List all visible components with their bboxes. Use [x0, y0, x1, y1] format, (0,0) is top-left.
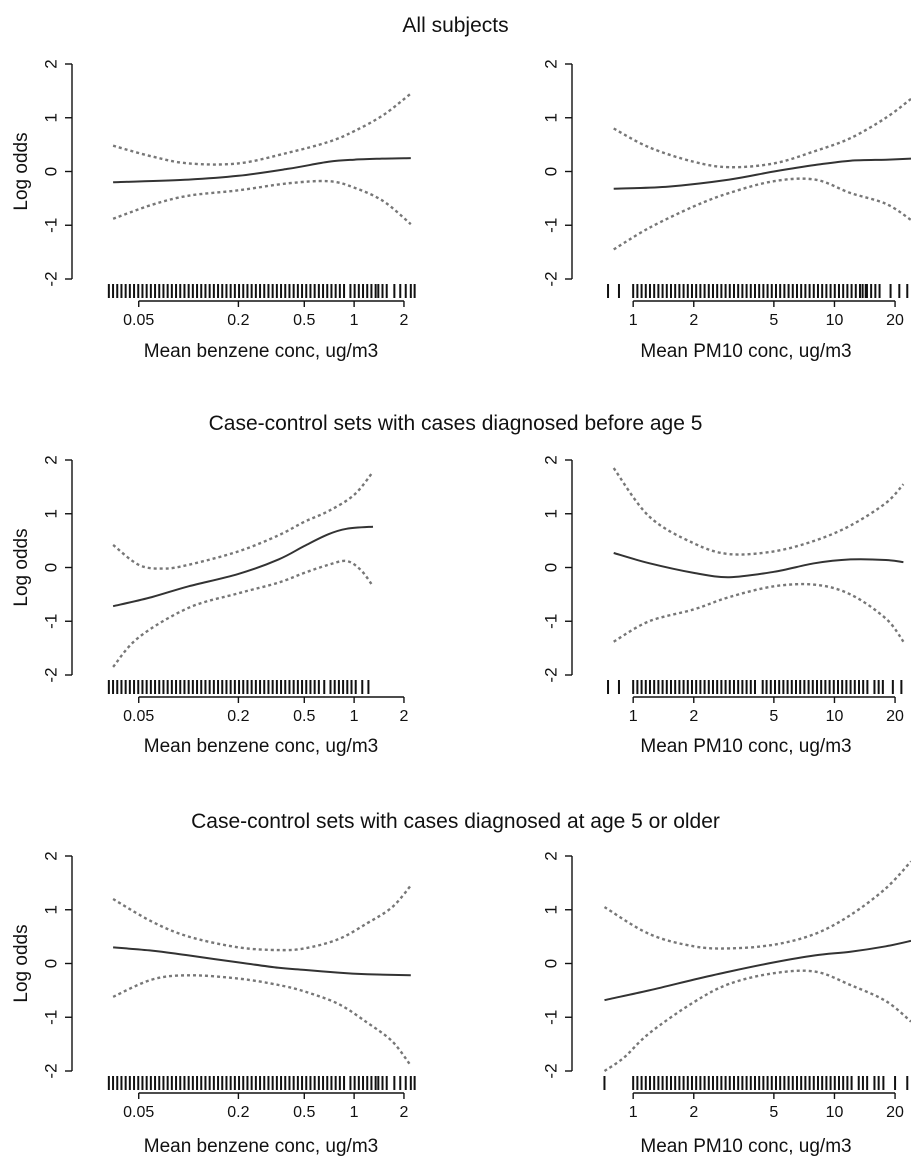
y-tick-label: 0 — [41, 563, 60, 572]
x-tick-label: 10 — [826, 312, 844, 329]
x-tick-label: 0.05 — [123, 312, 154, 329]
y-tick-label: 2 — [541, 851, 560, 860]
y-tick-label: 2 — [541, 59, 560, 68]
lower-confidence-line — [113, 561, 373, 667]
x-tick-label: 2 — [689, 312, 698, 329]
lower-confidence-line — [614, 584, 904, 642]
y-tick-label: -1 — [541, 614, 560, 629]
x-tick-label: 2 — [689, 1104, 698, 1121]
upper-confidence-line — [605, 861, 911, 948]
x-tick-label: 1 — [350, 1104, 359, 1121]
lower-confidence-line — [113, 181, 411, 224]
x-axis-label: Mean PM10 conc, ug/m3 — [640, 1136, 851, 1157]
x-tick-label: 0.5 — [293, 708, 315, 725]
x-axis-label: Mean benzene conc, ug/m3 — [144, 736, 379, 757]
plot-panel-benzene-all-subjects: -2 -1 0 1 2 Log odds 0.05 0.2 0.5 1 2 Mean benzene … — [0, 44, 450, 384]
y-tick-label: -1 — [41, 1010, 60, 1025]
x-tick-label: 1 — [629, 1104, 638, 1121]
x-tick-label: 0.2 — [227, 1104, 249, 1121]
x-tick-label: 20 — [886, 708, 904, 725]
y-tick-label: 0 — [41, 959, 60, 968]
row-title-before-age-5: Case-control sets with cases diagnosed b… — [0, 412, 911, 436]
y-tick-label: -2 — [41, 1063, 60, 1078]
y-tick-label: -1 — [541, 1010, 560, 1025]
plot-panel-pm10-age-5-or-older: -2 -1 0 1 2 1 2 5 10 20 Mean PM10 conc, ug/m3 — [460, 840, 911, 1174]
x-axis-label: Mean benzene conc, ug/m3 — [144, 341, 379, 362]
x-tick-label: 2 — [400, 708, 409, 725]
x-tick-label: 0.2 — [227, 708, 249, 725]
y-tick-label: -2 — [541, 271, 560, 286]
y-tick-label: 2 — [41, 851, 60, 860]
y-tick-label: -1 — [541, 218, 560, 233]
log-odds-estimate-line — [113, 947, 411, 975]
upper-confidence-line — [113, 886, 411, 951]
x-tick-label: 0.05 — [123, 1104, 154, 1121]
y-tick-label: -1 — [41, 614, 60, 629]
y-tick-label: 1 — [541, 113, 560, 122]
y-tick-label: 0 — [541, 563, 560, 572]
y-axis-label: Log odds — [11, 132, 32, 210]
x-tick-label: 1 — [350, 312, 359, 329]
x-axis-label: Mean benzene conc, ug/m3 — [144, 1136, 379, 1157]
x-axis-label: Mean PM10 conc, ug/m3 — [640, 341, 851, 362]
plot-panel-benzene-before-age-5: -2 -1 0 1 2 Log odds 0.05 0.2 0.5 1 2 Mean benzene … — [0, 442, 450, 782]
log-odds-estimate-line — [113, 158, 411, 182]
y-tick-label: -2 — [41, 667, 60, 682]
y-tick-label: 1 — [41, 509, 60, 518]
x-tick-label: 2 — [689, 708, 698, 725]
y-tick-label: -2 — [41, 271, 60, 286]
x-tick-label: 5 — [769, 1104, 778, 1121]
upper-confidence-line — [113, 94, 411, 165]
x-tick-label: 0.05 — [123, 708, 154, 725]
upper-confidence-line — [614, 468, 904, 554]
y-tick-label: 1 — [541, 905, 560, 914]
x-tick-label: 10 — [826, 708, 844, 725]
y-tick-label: 2 — [41, 59, 60, 68]
y-tick-label: 0 — [541, 167, 560, 176]
x-tick-label: 20 — [886, 312, 904, 329]
row-title-all-subjects: All subjects — [0, 14, 911, 38]
x-tick-label: 20 — [886, 1104, 904, 1121]
x-tick-label: 0.2 — [227, 312, 249, 329]
upper-confidence-line — [614, 99, 911, 167]
x-tick-label: 1 — [629, 708, 638, 725]
y-tick-label: -1 — [41, 218, 60, 233]
plot-panel-pm10-all-subjects: -2 -1 0 1 2 1 2 5 10 20 Mean PM10 conc, ug/m3 — [460, 44, 911, 384]
x-tick-label: 0.5 — [293, 1104, 315, 1121]
y-tick-label: 1 — [41, 905, 60, 914]
y-axis-label: Log odds — [11, 528, 32, 606]
y-tick-label: 2 — [541, 455, 560, 464]
x-tick-label: 0.5 — [293, 312, 315, 329]
y-tick-label: 2 — [41, 455, 60, 464]
x-tick-label: 2 — [400, 312, 409, 329]
plot-panel-benzene-age-5-or-older: -2 -1 0 1 2 Log odds 0.05 0.2 0.5 1 2 Mean benzene … — [0, 840, 450, 1174]
x-tick-label: 10 — [826, 1104, 844, 1121]
x-tick-label: 1 — [629, 312, 638, 329]
log-odds-estimate-line — [113, 527, 373, 607]
x-tick-label: 2 — [400, 1104, 409, 1121]
lower-confidence-line — [113, 975, 411, 1065]
y-axis-label: Log odds — [11, 924, 32, 1002]
lower-confidence-line — [614, 179, 911, 250]
x-tick-label: 1 — [350, 708, 359, 725]
y-tick-label: 1 — [541, 509, 560, 518]
row-title-age-5-or-older: Case-control sets with cases diagnosed a… — [0, 810, 911, 834]
x-tick-label: 5 — [769, 312, 778, 329]
y-tick-label: 0 — [41, 167, 60, 176]
y-tick-label: 0 — [541, 959, 560, 968]
y-tick-label: -2 — [541, 667, 560, 682]
y-tick-label: -2 — [541, 1063, 560, 1078]
plot-panel-pm10-before-age-5: -2 -1 0 1 2 1 2 5 10 20 Mean PM10 conc, ug/m3 — [460, 442, 911, 782]
x-tick-label: 5 — [769, 708, 778, 725]
y-tick-label: 1 — [41, 113, 60, 122]
lower-confidence-line — [605, 971, 911, 1071]
upper-confidence-line — [113, 472, 373, 569]
log-odds-estimate-line — [614, 553, 904, 577]
x-axis-label: Mean PM10 conc, ug/m3 — [640, 736, 851, 757]
